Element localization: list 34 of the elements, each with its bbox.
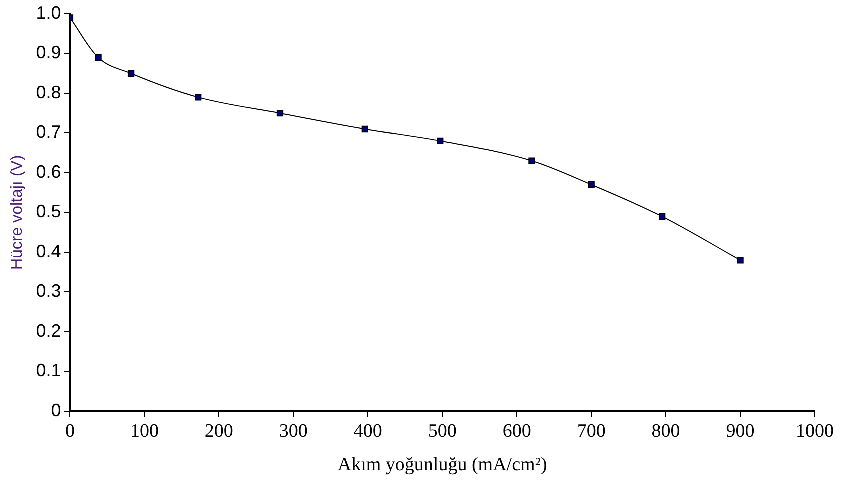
y-tick-label: 0.4 [36,241,62,262]
point [362,126,368,133]
point [194,94,202,101]
y-tick-label: 0.9 [36,42,62,63]
y-tick-label: 0.7 [36,122,62,142]
y-axis-title: Hücre voltajı (V) [9,155,26,270]
y-tick-label: 0.2 [36,320,62,341]
y-tick-label: 0.8 [36,82,62,102]
x-axis-title: Akım yoğunluğu (mA/cm²) [338,454,548,476]
y-tick-label: 0.3 [36,281,62,302]
x-tick-label: 500 [428,420,457,442]
point [437,138,444,144]
y-tick-label: 0 [51,400,62,420]
x-tick-label: 600 [502,420,532,442]
x-tick-label: 200 [204,420,234,442]
point [658,213,666,220]
point [276,110,284,117]
x-tick-label: 800 [652,420,680,442]
point [737,257,744,264]
point [95,54,102,62]
x-tick-label: 900 [726,420,755,442]
point [588,182,595,188]
point [528,158,536,164]
x-tick-label: 0 [65,420,75,442]
x-tick-label: 300 [279,420,308,442]
x-tick-label: 1000 [796,420,834,442]
point [128,70,135,77]
x-tick-label: 400 [354,420,382,442]
y-tick-label: 1.0 [36,2,62,23]
x-tick-label: 100 [130,420,159,442]
y-tick-label: 0.1 [36,360,62,381]
y-tick-label: 0.5 [36,202,62,222]
y-tick-label: 0.6 [36,162,62,182]
x-tick-label: 700 [577,420,606,442]
